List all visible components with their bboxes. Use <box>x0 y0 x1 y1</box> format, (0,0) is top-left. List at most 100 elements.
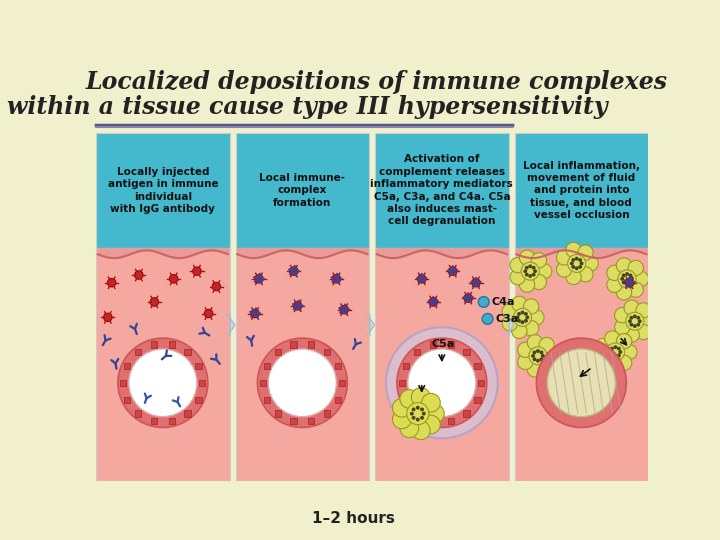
Circle shape <box>523 321 539 336</box>
Circle shape <box>531 273 536 276</box>
Circle shape <box>595 339 611 354</box>
Circle shape <box>616 258 631 273</box>
Circle shape <box>613 345 617 349</box>
Circle shape <box>410 411 414 416</box>
Circle shape <box>193 267 201 275</box>
Circle shape <box>407 403 429 424</box>
Circle shape <box>512 296 527 312</box>
Circle shape <box>524 319 528 323</box>
Circle shape <box>616 355 632 370</box>
Bar <box>448 418 454 424</box>
Circle shape <box>529 347 547 365</box>
Circle shape <box>564 374 567 377</box>
Circle shape <box>638 319 642 323</box>
Circle shape <box>621 273 626 278</box>
Circle shape <box>549 366 564 381</box>
Circle shape <box>332 275 341 283</box>
Circle shape <box>575 372 590 387</box>
Circle shape <box>518 342 533 357</box>
Circle shape <box>562 377 566 381</box>
Text: C4a: C4a <box>492 297 515 307</box>
Circle shape <box>572 377 576 381</box>
Circle shape <box>135 271 143 279</box>
Circle shape <box>129 349 197 417</box>
Circle shape <box>549 377 564 393</box>
Circle shape <box>408 349 476 417</box>
Circle shape <box>616 285 631 300</box>
Bar <box>264 363 270 369</box>
Bar <box>335 363 341 369</box>
Polygon shape <box>366 314 374 336</box>
Circle shape <box>608 350 613 354</box>
Bar <box>264 397 270 403</box>
Circle shape <box>620 277 624 281</box>
Text: C3a: C3a <box>495 314 518 324</box>
Circle shape <box>204 309 213 318</box>
Circle shape <box>392 399 411 417</box>
Circle shape <box>570 382 585 397</box>
Circle shape <box>615 320 630 335</box>
Circle shape <box>570 381 575 384</box>
Circle shape <box>518 354 533 369</box>
Bar <box>308 341 314 348</box>
Circle shape <box>269 349 336 417</box>
Circle shape <box>595 350 611 366</box>
Bar <box>168 418 175 424</box>
Circle shape <box>416 417 420 421</box>
Circle shape <box>557 262 572 277</box>
Circle shape <box>421 415 440 434</box>
Circle shape <box>564 381 567 384</box>
Bar <box>274 349 281 355</box>
Circle shape <box>583 256 598 271</box>
Circle shape <box>251 309 259 318</box>
Text: Local immune-
complex
formation: Local immune- complex formation <box>259 173 346 208</box>
Circle shape <box>605 331 620 346</box>
Bar <box>235 132 369 248</box>
Circle shape <box>420 408 424 411</box>
Bar <box>151 341 157 348</box>
Bar <box>448 341 454 348</box>
Circle shape <box>636 325 651 340</box>
Circle shape <box>521 310 524 314</box>
Circle shape <box>510 258 526 273</box>
Circle shape <box>104 313 112 322</box>
Circle shape <box>400 419 418 437</box>
Circle shape <box>519 277 535 292</box>
Circle shape <box>625 282 629 286</box>
Bar <box>464 410 469 416</box>
Circle shape <box>531 266 536 269</box>
Text: Locally injected
antigen in immune
individual
with IgG antibody: Locally injected antigen in immune indiv… <box>107 167 218 214</box>
Circle shape <box>536 338 626 428</box>
Circle shape <box>613 355 617 359</box>
Circle shape <box>577 267 593 282</box>
Bar <box>135 349 141 355</box>
Circle shape <box>580 261 583 265</box>
Circle shape <box>629 323 634 327</box>
Bar <box>430 418 436 424</box>
Circle shape <box>418 275 426 283</box>
Circle shape <box>624 300 639 315</box>
Circle shape <box>628 282 644 298</box>
Circle shape <box>539 359 554 374</box>
Text: Localized depositions of immune complexes: Localized depositions of immune complexe… <box>86 70 667 94</box>
Bar <box>124 397 130 403</box>
Circle shape <box>536 264 552 279</box>
Text: within a tissue cause type III hypersensitivity: within a tissue cause type III hypersens… <box>6 95 607 119</box>
Circle shape <box>528 274 532 278</box>
Circle shape <box>150 298 158 306</box>
Circle shape <box>289 267 298 275</box>
Circle shape <box>527 362 542 377</box>
Circle shape <box>617 354 621 357</box>
Circle shape <box>510 269 526 285</box>
Circle shape <box>618 350 622 354</box>
Circle shape <box>472 279 480 287</box>
Bar <box>478 380 485 386</box>
Bar <box>375 248 508 502</box>
Circle shape <box>606 343 624 361</box>
Circle shape <box>531 274 546 289</box>
Text: C5a: C5a <box>432 339 455 349</box>
Bar <box>96 132 230 248</box>
Bar <box>339 380 345 386</box>
Text: Local inflammation,
movement of fluid
and protein into
tissue, and blood
vessel : Local inflammation, movement of fluid an… <box>523 160 640 220</box>
Bar <box>414 349 420 355</box>
